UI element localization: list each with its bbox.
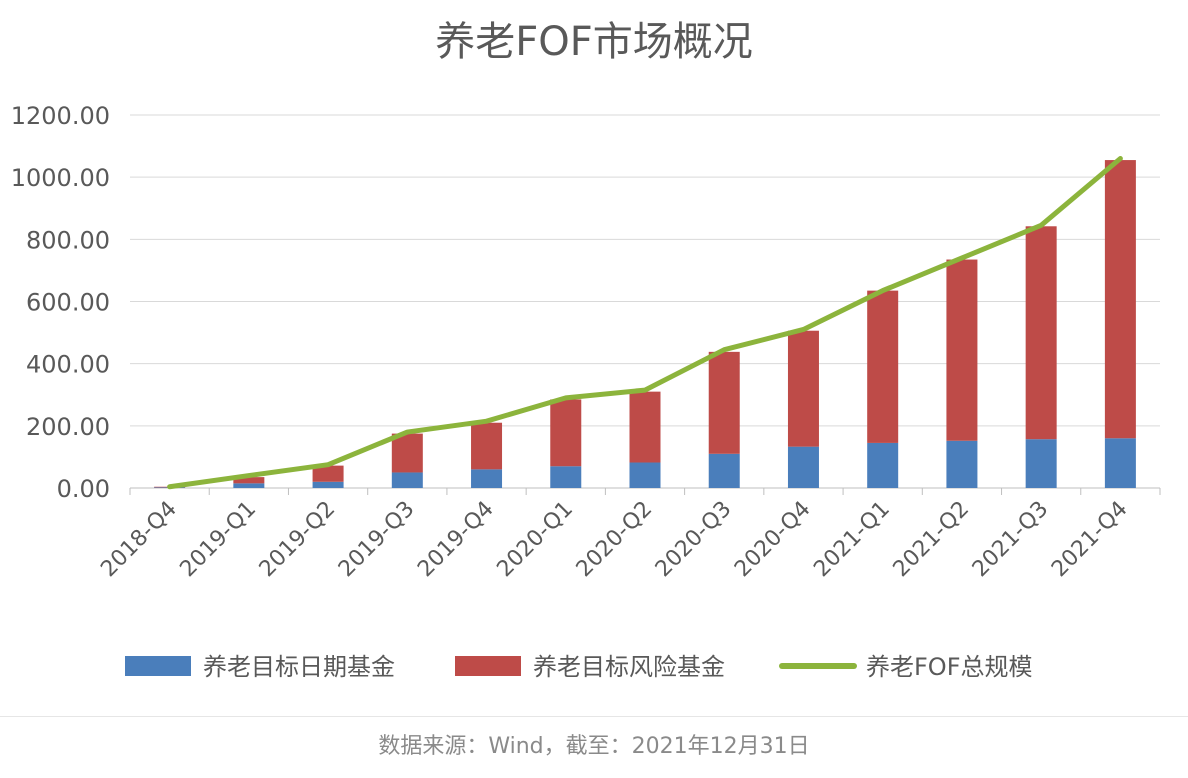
bar-target-date [1025, 439, 1057, 488]
line-layer [167, 156, 1123, 490]
x-tick-label: 2019-Q3 [334, 497, 420, 583]
bar-target-risk [312, 465, 344, 482]
grid-layer [129, 114, 1161, 495]
chart-svg: 养老FOF市场概况 0.00 200.00 400.00 600.00 800.00 10… [11, 19, 1161, 681]
y-tick-label: 0.00 [57, 475, 110, 503]
bar-target-date [787, 446, 819, 488]
y-tick-label: 600.00 [26, 289, 110, 317]
bar-target-date [629, 462, 661, 488]
bar-target-risk [708, 351, 740, 454]
bar-target-date [708, 453, 740, 488]
y-tick-label: 1200.00 [11, 102, 110, 130]
bar-target-risk [550, 399, 582, 467]
chart-title: 养老FOF市场概况 [435, 19, 753, 65]
source-note: 数据来源：Wind，截至：2021年12月31日 [378, 734, 810, 759]
x-tick-label: 2019-Q4 [413, 497, 499, 583]
bar-target-risk [471, 422, 503, 470]
bar-target-date [550, 466, 582, 488]
bar-target-date [946, 440, 978, 488]
bar-target-risk [867, 290, 899, 443]
x-tick-label: 2019-Q2 [255, 497, 341, 583]
x-tick-label: 2021-Q2 [889, 497, 975, 583]
legend-swatch-target-risk [455, 656, 521, 676]
bar-target-risk [391, 433, 423, 473]
bar-target-date [391, 472, 423, 488]
legend-label: 养老目标风险基金 [533, 653, 725, 681]
chart-panel: 养老FOF市场概况 0.00 200.00 400.00 600.00 800.00 10… [10, 19, 1161, 681]
bar-target-risk [629, 391, 661, 463]
x-tick-label: 2020-Q2 [572, 497, 658, 583]
total-scale-line [167, 156, 1123, 490]
x-tick-label: 2021-Q3 [968, 497, 1054, 583]
bar-target-date [1104, 438, 1136, 488]
x-tick-label: 2021-Q1 [809, 497, 895, 583]
y-tick-label: 800.00 [26, 226, 110, 254]
legend-label: 养老FOF总规模 [866, 653, 1033, 681]
bar-target-risk [1025, 226, 1057, 440]
y-tick-labels: 0.00 200.00 400.00 600.00 800.00 1000.00 1200.… [11, 102, 110, 503]
x-tick-labels: 2018-Q42019-Q12019-Q22019-Q32019-Q42020-… [96, 497, 1132, 583]
bar-target-date [471, 469, 503, 488]
x-tick-label: 2018-Q4 [96, 497, 182, 583]
x-tick-label: 2019-Q1 [175, 497, 261, 583]
y-tick-label: 200.00 [26, 413, 110, 441]
bar-target-risk [946, 259, 978, 441]
bar-target-date [233, 483, 265, 488]
y-tick-label: 1000.00 [11, 164, 110, 192]
bar-layer [154, 160, 1136, 488]
x-tick-label: 2021-Q4 [1047, 497, 1133, 583]
bar-target-risk [787, 330, 819, 447]
legend: 养老目标日期基金 养老目标风险基金 养老FOF总规模 [125, 653, 1033, 681]
x-tick-label: 2020-Q3 [651, 497, 737, 583]
bar-target-risk [1104, 160, 1136, 439]
x-tick-label: 2020-Q4 [730, 497, 816, 583]
legend-swatch-target-date [125, 656, 191, 676]
x-tick-label: 2020-Q1 [492, 497, 578, 583]
bar-target-date [867, 442, 899, 488]
legend-label: 养老目标日期基金 [203, 653, 395, 681]
bar-target-risk [233, 477, 265, 484]
bar-target-date [312, 481, 344, 488]
divider [0, 716, 1188, 717]
y-tick-label: 400.00 [26, 351, 110, 379]
